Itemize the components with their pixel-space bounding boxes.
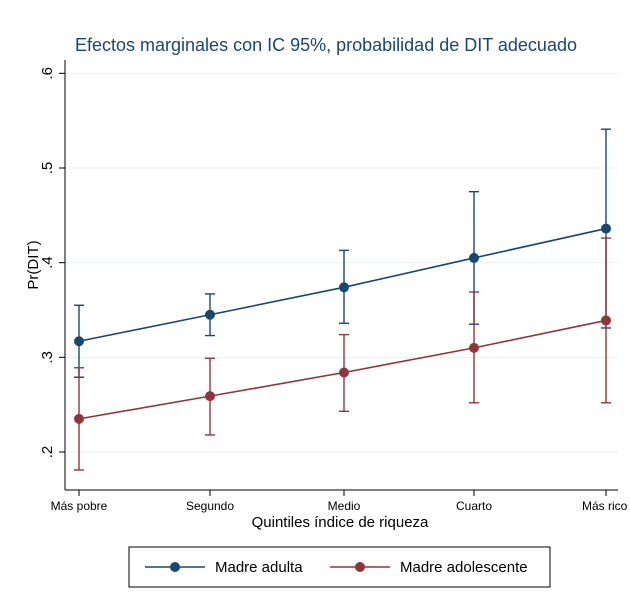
legend: Madre adulta Madre adolescente — [128, 546, 551, 588]
x-tick-label: Más pobre — [51, 499, 108, 513]
point-madre-adolescente — [601, 315, 611, 326]
x-tick-label: Segundo — [186, 499, 234, 513]
series-layer — [74, 128, 611, 471]
legend-marker-madre-adulta — [170, 562, 180, 572]
y-tick-label: .2 — [39, 446, 56, 459]
point-madre-adolescente — [205, 391, 215, 402]
legend-label-madre-adulta: Madre adulta — [215, 559, 303, 576]
chart-title: Efectos marginales con IC 95%, probabili… — [75, 35, 577, 55]
legend-marker-madre-adolescente — [355, 562, 365, 572]
point-madre-adolescente — [339, 367, 349, 378]
gridlines — [65, 72, 618, 453]
x-tick-label: Medio — [328, 499, 361, 513]
legend-label-madre-adolescente: Madre adolescente — [400, 559, 528, 576]
point-madre-adolescente — [469, 342, 479, 353]
y-tick-label: .4 — [39, 256, 56, 269]
y-axis: .2 .3 .4 .5 .6 — [39, 60, 66, 490]
x-axis-title: Quintiles índice de riqueza — [252, 514, 429, 531]
x-tick-label: Cuarto — [456, 499, 492, 513]
y-tick-label: .6 — [39, 67, 56, 80]
y-axis-title: Pr(DIT) — [25, 240, 42, 289]
point-madre-adulta — [339, 282, 349, 293]
point-madre-adolescente — [74, 413, 84, 424]
x-tick-label: Más rico — [582, 499, 628, 513]
point-madre-adulta — [469, 252, 479, 263]
point-madre-adulta — [74, 336, 84, 347]
y-tick-label: .5 — [39, 162, 56, 175]
point-madre-adulta — [205, 309, 215, 320]
x-axis: Más pobre Segundo Medio Cuarto Más rico — [51, 489, 628, 513]
series-madre-adolescente — [74, 237, 611, 471]
y-tick-label: .3 — [39, 351, 56, 364]
point-madre-adulta — [601, 223, 611, 234]
